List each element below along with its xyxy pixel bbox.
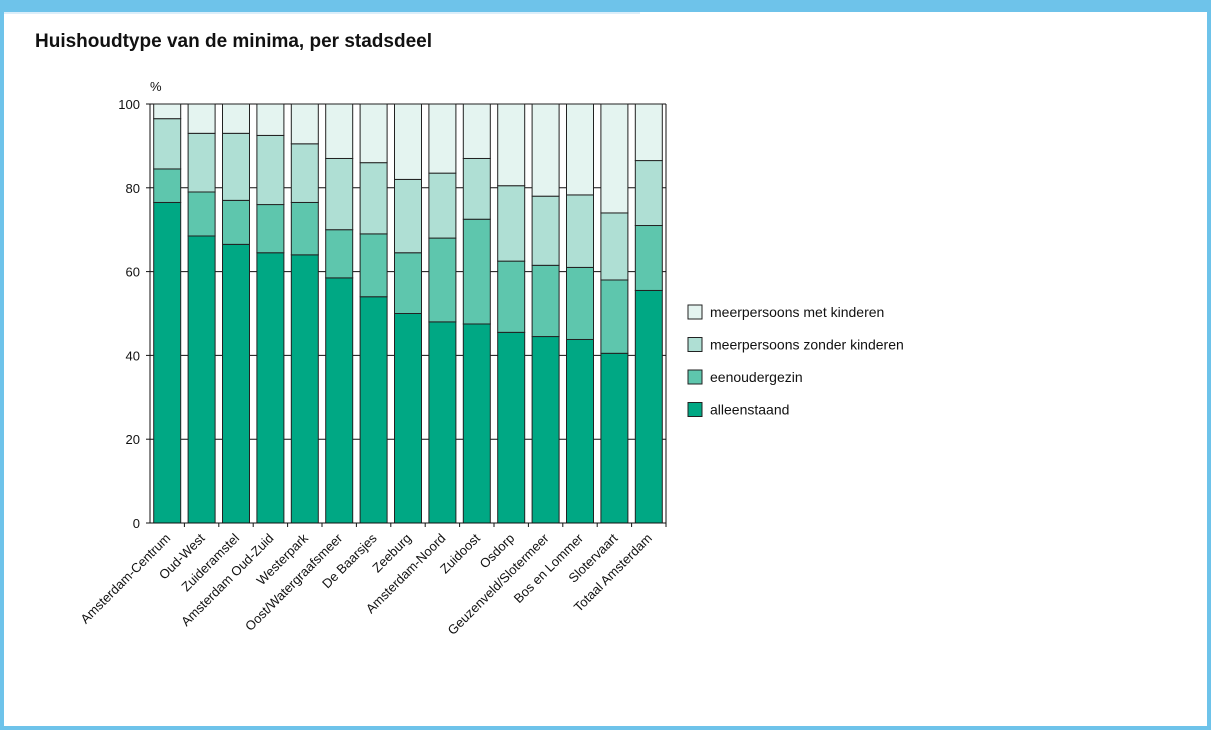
legend-swatch: [687, 402, 703, 417]
chart-title: Huishoudtype van de minima, per stadsdee…: [35, 31, 432, 52]
bar-segment: [290, 254, 319, 524]
bar-segment: [256, 103, 285, 136]
bar-segment: [428, 321, 457, 524]
bar-segment: [359, 296, 388, 524]
bar-segment: [187, 132, 216, 193]
bar-segment: [222, 199, 250, 245]
bar-segment: [359, 162, 388, 235]
bar-segment: [325, 103, 354, 159]
bar-segment: [428, 237, 457, 323]
bar-segment: [222, 132, 250, 201]
bar-segment: [153, 103, 182, 120]
legend-swatch: [687, 369, 703, 385]
bar-segment: [394, 313, 422, 524]
bar-segment: [153, 201, 182, 524]
bar-segment: [634, 103, 663, 162]
bar-segment: [222, 103, 250, 134]
bar-segment: [566, 338, 594, 524]
bar-segment: [462, 157, 491, 220]
bar-segment: [428, 172, 457, 239]
legend-swatch: [687, 337, 703, 352]
bar-segment: [394, 103, 422, 180]
bar-segment: [428, 103, 457, 174]
bar-segment: [462, 218, 491, 325]
legend-label: alleenstaand: [710, 402, 789, 418]
y-tick-label: 40: [126, 348, 140, 363]
bar-segment: [153, 118, 182, 170]
legend-label: meerpersoons zonder kinderen: [710, 337, 904, 353]
bar-segment: [634, 160, 663, 227]
y-unit-label: %: [150, 79, 162, 94]
x-category-label: Amsterdam-Centrum: [77, 531, 173, 627]
bar-segment: [222, 243, 250, 524]
bar-segment: [566, 266, 594, 340]
y-tick-label: 0: [133, 516, 140, 531]
legend-label: eenoudergezin: [710, 369, 803, 385]
bar-segment: [359, 103, 388, 164]
bar-segment: [497, 103, 526, 187]
bar-segment: [634, 289, 663, 524]
bar-segment: [634, 225, 663, 291]
y-tick-label: 20: [126, 432, 140, 447]
legend-swatch: [687, 304, 703, 320]
bar-segment: [325, 229, 354, 279]
bar-segment: [497, 260, 526, 333]
bar-segment: [531, 336, 560, 524]
bar-segment: [325, 277, 354, 524]
bar-segment: [566, 103, 594, 196]
y-tick-label: 100: [118, 97, 140, 112]
y-tick-label: 60: [126, 265, 140, 280]
bar-segment: [497, 185, 526, 262]
bar-segment: [290, 103, 319, 145]
bar-segment: [359, 233, 388, 298]
bar-segment: [256, 134, 285, 206]
bar-segment: [325, 157, 354, 231]
bar-segment: [153, 168, 182, 203]
legend-label: meerpersoons met kinderen: [710, 304, 884, 320]
bar-segment: [531, 195, 560, 266]
bar-segment: [394, 178, 422, 254]
bar-segment: [290, 143, 319, 203]
bar-segment: [600, 352, 629, 524]
bar-segment: [256, 204, 285, 254]
bar-segment: [462, 103, 491, 159]
bar-segment: [187, 191, 216, 237]
bar-segment: [187, 103, 216, 134]
bar-segment: [600, 103, 629, 214]
bar-segment: [256, 252, 285, 524]
bar-segment: [290, 201, 319, 256]
bar-segment: [566, 194, 594, 268]
bar-segment: [600, 212, 629, 281]
y-tick-label: 80: [126, 181, 140, 196]
bar-segment: [497, 331, 526, 524]
bar-segment: [531, 264, 560, 338]
bar-segment: [462, 323, 491, 524]
bar-segment: [600, 279, 629, 354]
bar-segment: [187, 235, 216, 524]
bar-segment: [394, 252, 422, 314]
bar-segment: [531, 103, 560, 197]
